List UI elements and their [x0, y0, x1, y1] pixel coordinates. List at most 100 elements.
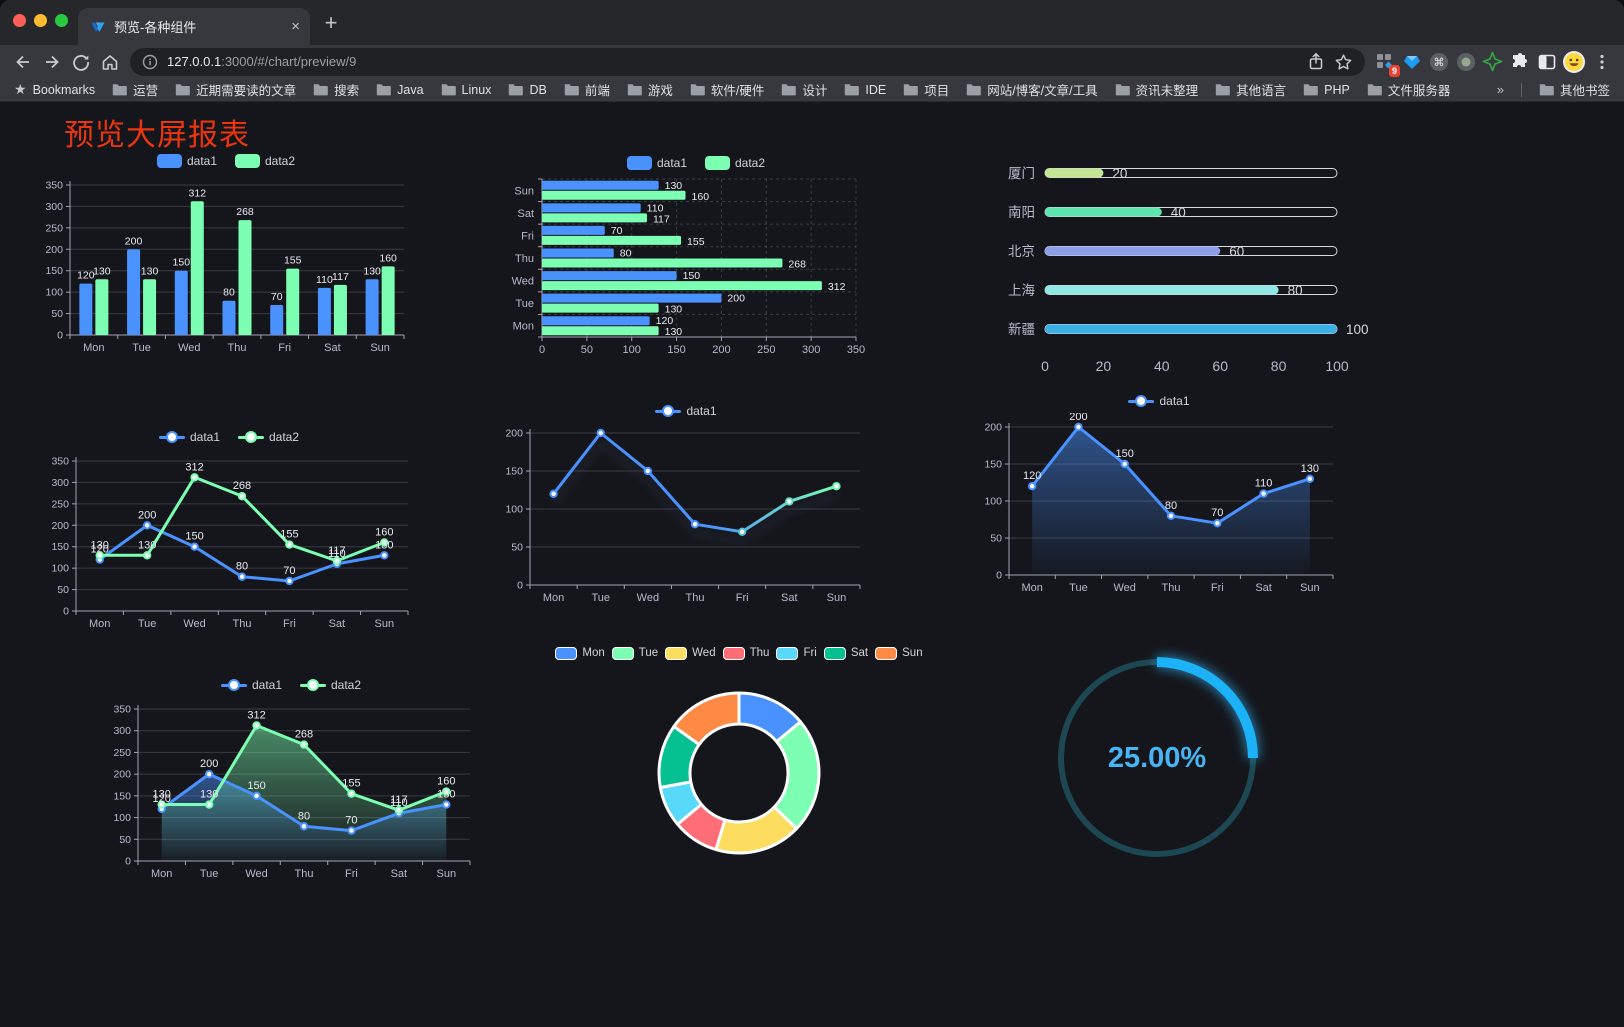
legend-item-data1[interactable]: data1 — [220, 678, 282, 692]
bookmark-folder[interactable]: 运营 — [112, 80, 158, 99]
other-bookmarks-item[interactable]: 其他书签 — [1539, 80, 1610, 99]
svg-text:Fri: Fri — [283, 618, 296, 630]
svg-text:Tue: Tue — [1069, 582, 1088, 594]
reload-button[interactable] — [66, 48, 95, 76]
close-window-button[interactable] — [13, 14, 26, 27]
svg-text:40: 40 — [1171, 205, 1186, 220]
extensions-puzzle-button[interactable] — [1506, 48, 1533, 76]
bookmark-folder[interactable]: 设计 — [781, 80, 827, 99]
svg-text:Tue: Tue — [591, 592, 610, 604]
site-info-icon[interactable] — [142, 54, 158, 70]
chart-canvas-c3[interactable]: 厦门 20 南阳 40 北京 60 上海 80 新疆 100 0 20 40 60 80 100 — [995, 157, 1373, 385]
svg-text:100: 100 — [623, 344, 641, 356]
profile-avatar[interactable] — [1560, 48, 1587, 76]
svg-text:155: 155 — [687, 236, 705, 248]
legend-item-data2[interactable]: data2 — [705, 156, 765, 170]
share-icon[interactable] — [1307, 52, 1325, 71]
bookmark-folder[interactable]: IDE — [844, 83, 886, 97]
home-button[interactable] — [95, 48, 124, 76]
bookmarks-manager-item[interactable]: ★ Bookmarks — [14, 81, 95, 98]
chart-canvas-c4[interactable]: 0 50 100 150 200 250 300 350 Mon Tue Wed Thu Fri Sat S… — [40, 449, 418, 641]
svg-text:50: 50 — [511, 542, 523, 554]
chart-canvas-c6[interactable]: 0 50 100 150 200 Mon Tue Wed Thu Fri Sat Sun 120 200 1… — [975, 411, 1343, 601]
browser-menu-button[interactable] — [1587, 48, 1616, 76]
folder-icon — [627, 84, 642, 96]
extension-recorder-icon[interactable] — [1452, 48, 1479, 76]
legend-item-data1[interactable]: data1 — [1128, 394, 1190, 408]
legend-item-data1[interactable]: data1 — [626, 156, 687, 170]
legend-item-Sat[interactable]: Sat — [823, 646, 868, 660]
svg-text:北京: 北京 — [1008, 244, 1035, 259]
legend-label: Sun — [902, 647, 923, 659]
svg-text:Tue: Tue — [515, 298, 534, 310]
legend-item-Mon[interactable]: Mon — [555, 646, 605, 660]
svg-text:Mon: Mon — [1021, 582, 1042, 594]
three-dot-menu-icon — [1599, 54, 1604, 69]
chart-canvas-c1[interactable]: 0 50 100 150 200 250 300 350 Mon Tue Wed Thu Fri Sat S… — [40, 173, 412, 365]
bookmarks-label: Bookmarks — [32, 82, 96, 97]
new-tab-button[interactable]: + — [324, 10, 338, 35]
tab-close-icon[interactable]: × — [291, 18, 300, 35]
svg-text:155: 155 — [342, 778, 360, 790]
bookmark-folder[interactable]: 网站/博客/文章/工具 — [966, 80, 1098, 99]
bookmark-folder[interactable]: PHP — [1303, 83, 1350, 97]
home-icon — [102, 54, 117, 70]
bookmark-folder[interactable]: Java — [376, 83, 424, 97]
svg-text:50: 50 — [581, 344, 593, 356]
legend-label: data1 — [251, 678, 282, 692]
bookmark-folder[interactable]: 资讯未整理 — [1115, 80, 1198, 99]
legend-item-Fri[interactable]: Fri — [776, 646, 817, 660]
legend-item-data2[interactable]: data2 — [300, 678, 361, 692]
bookmarks-overflow-chevron[interactable]: » — [1496, 82, 1504, 97]
forward-button[interactable] — [37, 48, 66, 76]
side-panel-button[interactable] — [1533, 48, 1560, 76]
folder-icon — [967, 84, 982, 96]
legend-item-data2[interactable]: data2 — [235, 154, 295, 168]
svg-text:0: 0 — [1041, 358, 1049, 374]
extension-gem-icon[interactable] — [1398, 48, 1425, 76]
svg-text:155: 155 — [284, 255, 302, 267]
legend-item-data2[interactable]: data2 — [238, 430, 299, 444]
bookmark-folder[interactable]: 文件服务器 — [1367, 80, 1450, 99]
svg-text:40: 40 — [1154, 358, 1170, 374]
minimize-window-button[interactable] — [34, 14, 47, 27]
bookmark-folder[interactable]: 其他语言 — [1215, 80, 1286, 99]
bookmark-star-icon[interactable] — [1334, 53, 1353, 71]
legend-item-Thu[interactable]: Thu — [722, 646, 769, 660]
chart-canvas-c9[interactable]: 25.00% — [1040, 646, 1274, 872]
svg-text:Sun: Sun — [374, 618, 394, 630]
bookmark-folder[interactable]: DB — [508, 83, 547, 97]
bookmark-folder[interactable]: 搜索 — [313, 80, 359, 99]
svg-text:Tue: Tue — [200, 868, 219, 880]
bookmark-folder[interactable]: 近期需要读的文章 — [175, 80, 296, 99]
url-host: 127.0.0.1 — [167, 54, 222, 69]
legend-item-Wed[interactable]: Wed — [665, 646, 716, 660]
extension-green-star-icon[interactable] — [1479, 48, 1506, 76]
extension-tampermonkey-icon[interactable]: 9 — [1371, 48, 1400, 77]
chart-canvas-c7[interactable]: 0 50 100 150 200 250 300 350 Mon Tue Wed Thu Fri Sat S… — [100, 697, 482, 891]
address-bar[interactable]: 127.0.0.1:3000/#/chart/preview/9 — [130, 47, 1365, 76]
svg-text:0: 0 — [125, 856, 131, 868]
url-text[interactable]: 127.0.0.1:3000/#/chart/preview/9 — [167, 54, 356, 69]
legend-item-data1[interactable]: data1 — [156, 154, 217, 168]
zoom-window-button[interactable] — [55, 14, 68, 27]
svg-text:350: 350 — [113, 704, 131, 716]
legend-item-data1[interactable]: data1 — [158, 430, 220, 444]
chart-canvas-c5[interactable]: 0 50 100 150 200 Mon Tue Wed Thu Fri Sat Sun — [500, 423, 872, 613]
bookmark-folder[interactable]: 前端 — [564, 80, 610, 99]
browser-tab[interactable]: 预览-各种组件 × — [78, 8, 310, 45]
extension-command-icon[interactable]: ⌘ — [1425, 48, 1452, 76]
bookmark-folder[interactable]: Linux — [441, 83, 491, 97]
svg-text:150: 150 — [173, 257, 191, 269]
bookmark-folder[interactable]: 项目 — [903, 80, 949, 99]
legend-item-Tue[interactable]: Tue — [611, 646, 658, 660]
chart-canvas-c8[interactable] — [553, 665, 925, 879]
bookmark-folder[interactable]: 游戏 — [627, 80, 673, 99]
bookmark-folder[interactable]: 软件/硬件 — [690, 80, 764, 99]
legend-swatch — [555, 646, 578, 660]
svg-text:117: 117 — [653, 213, 670, 225]
legend-item-Sun[interactable]: Sun — [875, 646, 923, 660]
back-button[interactable] — [8, 48, 37, 76]
legend-item-data1[interactable]: data1 — [655, 404, 717, 418]
